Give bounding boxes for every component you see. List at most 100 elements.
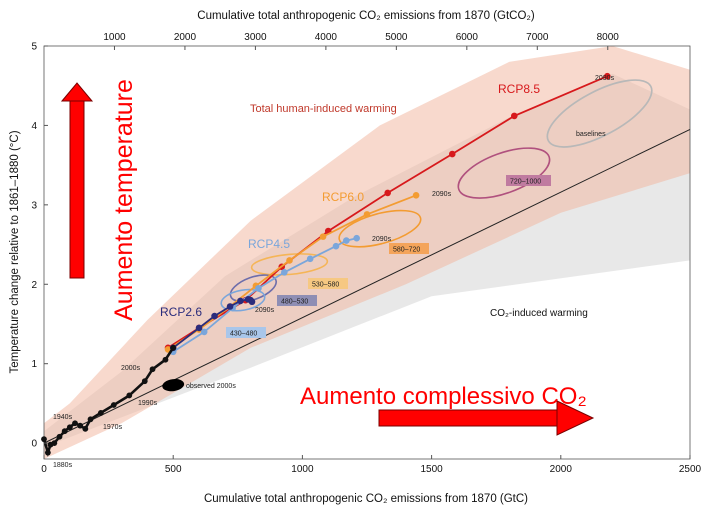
data-point xyxy=(66,424,73,431)
right-arrow-head xyxy=(556,400,595,436)
data-point xyxy=(56,433,63,440)
rcp60-label: RCP6.0 xyxy=(322,190,364,204)
decade-label-1880s: 1880s xyxy=(53,462,73,469)
y-axis-title: Temperature change relative to 1861–1880… xyxy=(9,130,21,373)
decade-label-1990s: 1990s xyxy=(138,400,158,407)
co2-warming-label: CO₂-induced warming xyxy=(490,308,588,319)
rcp26-label: RCP2.6 xyxy=(160,305,202,319)
x2-tick-label: 4000 xyxy=(315,32,338,43)
y-tick-label: 4 xyxy=(31,121,37,132)
x-axis-title: Cumulative total anthropogenic CO₂ emiss… xyxy=(204,493,528,505)
data-point xyxy=(51,440,58,447)
plot-frame xyxy=(43,45,691,460)
data-point xyxy=(286,257,293,264)
uncertainty-bands xyxy=(44,46,690,459)
data-point xyxy=(149,366,156,373)
data-point xyxy=(510,112,518,120)
y-tick-label: 0 xyxy=(31,439,37,450)
data-point xyxy=(353,234,360,242)
up-arrow-shaft xyxy=(69,99,85,279)
x2-tick-label: 3000 xyxy=(244,32,267,43)
y-tick-label: 1 xyxy=(31,359,37,370)
vertical-overlay-text: Aumento temperature xyxy=(110,79,138,321)
data-point xyxy=(248,298,256,306)
x-tick-label: 500 xyxy=(165,464,182,475)
data-point xyxy=(77,422,84,429)
data-point xyxy=(384,189,391,197)
range-label-580-720: 580–720 xyxy=(393,247,420,254)
data-point xyxy=(110,402,117,408)
series-group xyxy=(41,72,611,458)
range-box-580-720 xyxy=(389,243,429,254)
data-point xyxy=(604,72,611,80)
y-tick-label: 2 xyxy=(31,280,37,291)
range-box-480-530 xyxy=(277,295,317,306)
data-point xyxy=(141,378,148,385)
rcp85-label: RCP8.5 xyxy=(498,82,540,96)
x2-tick-label: 7000 xyxy=(526,32,549,43)
decade-label-1970s: 1970s xyxy=(103,424,123,431)
data-point xyxy=(82,425,89,432)
x2-tick-label: 6000 xyxy=(456,32,479,43)
co2-induced-line xyxy=(43,128,691,444)
data-point xyxy=(97,410,104,416)
data-point xyxy=(319,233,327,240)
data-point xyxy=(170,344,177,351)
data-point xyxy=(126,392,133,399)
range-label-530-580: 530–580 xyxy=(312,282,339,289)
total-warming-label: Total human-induced warming xyxy=(250,103,397,115)
data-point xyxy=(448,150,456,158)
range-ellipse xyxy=(229,274,277,303)
x2-tick-label: 5000 xyxy=(385,32,408,43)
x2-axis-title: Cumulative total anthropogenic CO₂ emiss… xyxy=(197,10,535,22)
data-point xyxy=(211,312,218,320)
observed-label: observed 2000s xyxy=(186,383,236,390)
range-ellipse xyxy=(457,147,551,199)
range-box-530-580 xyxy=(308,278,348,289)
rcp45-label: RCP4.5 xyxy=(248,237,290,251)
scenario-ellipses xyxy=(220,79,653,312)
decade-label-rcp60-2090s: 2090s xyxy=(432,191,452,198)
x-tick-label: 1500 xyxy=(420,464,443,475)
data-point xyxy=(72,420,78,427)
total-warming-band xyxy=(44,46,690,459)
data-point xyxy=(195,324,203,332)
baselines-label: baselines xyxy=(576,131,606,138)
x-tick-label: 2500 xyxy=(679,464,702,475)
data-point xyxy=(41,436,47,443)
x-tick-label: 1000 xyxy=(291,464,314,475)
range-label-480-530: 480–530 xyxy=(281,299,308,306)
data-point xyxy=(237,297,244,305)
x2-tick-label: 2000 xyxy=(174,32,197,43)
y-tick-label: 5 xyxy=(31,42,37,53)
up-arrow-head xyxy=(60,82,94,102)
data-point xyxy=(363,211,371,218)
range-label-430-480: 430–480 xyxy=(230,331,257,338)
data-point xyxy=(281,269,288,276)
decade-label-2000s: 2000s xyxy=(121,365,141,372)
data-point xyxy=(306,255,314,263)
data-point xyxy=(162,356,169,363)
horizontal-overlay-text: Aumento complessivo CO₂ xyxy=(300,383,587,410)
range-ellipse xyxy=(250,253,329,276)
data-point xyxy=(200,328,208,336)
y-tick-label: 3 xyxy=(31,200,37,211)
decade-label-1940s: 1940s xyxy=(53,414,73,421)
data-point xyxy=(61,428,68,435)
axis-ticks: 0 500 1000 1500 2000 2500 1000 2000 3000 4000 5000… xyxy=(31,32,701,475)
range-ellipse xyxy=(220,288,266,312)
series-line xyxy=(167,194,417,351)
data-point xyxy=(412,192,420,199)
x-tick-label: 2000 xyxy=(550,464,573,475)
range-box-720-1000 xyxy=(506,175,551,186)
decade-label-rcp45-2090s: 2090s xyxy=(372,236,392,243)
decade-label-rcp85-2090s: 2090s xyxy=(595,75,615,82)
x2-tick-label: 1000 xyxy=(103,32,126,43)
decade-label-rcp26-2090s: 2090s xyxy=(255,307,275,314)
data-point xyxy=(87,416,94,423)
x-tick-label: 0 xyxy=(41,464,47,475)
right-arrow-shaft xyxy=(378,409,560,427)
range-label-720-1000: 720–1000 xyxy=(510,179,541,186)
data-point xyxy=(44,449,51,456)
